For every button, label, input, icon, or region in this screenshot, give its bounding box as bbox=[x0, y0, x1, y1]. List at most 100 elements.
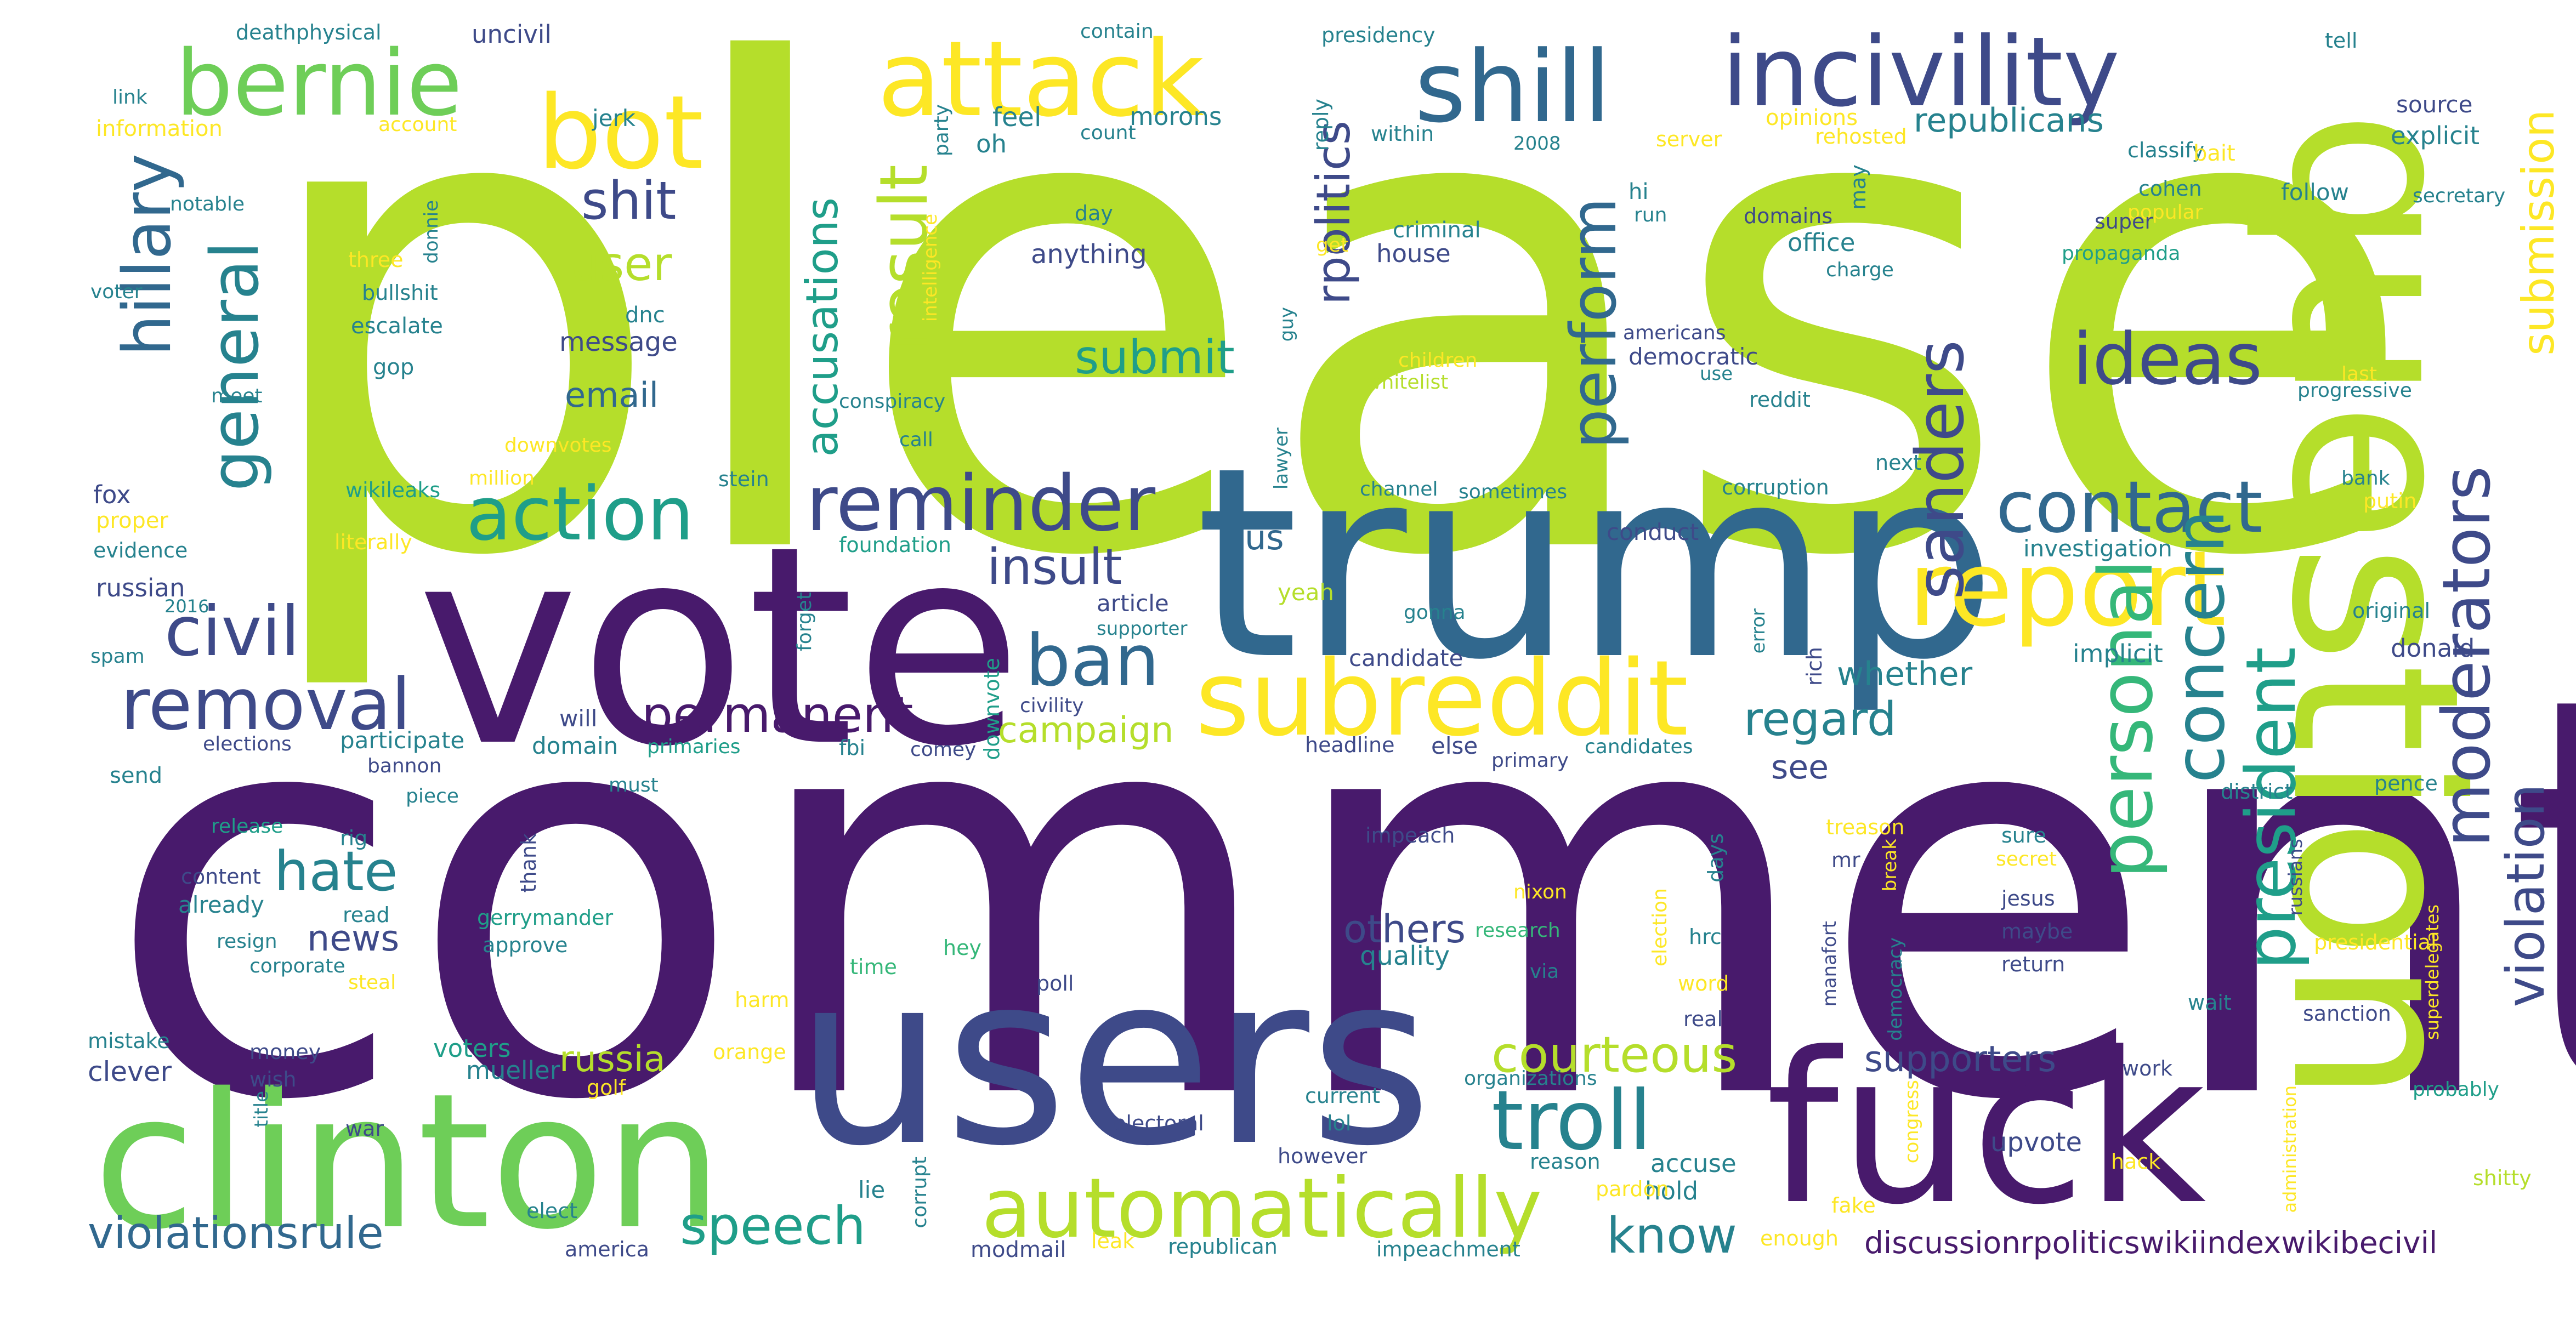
word-permanent: permanent bbox=[642, 686, 913, 744]
word-leak: leak bbox=[1091, 1229, 1135, 1253]
word-uncivil: uncivil bbox=[472, 20, 552, 49]
word-literally: literally bbox=[334, 530, 412, 554]
word-users: users bbox=[795, 924, 1432, 1198]
word-corruption: corruption bbox=[1722, 475, 1829, 499]
word-feel: feel bbox=[992, 102, 1042, 133]
word-concern: concern bbox=[2160, 510, 2240, 783]
word-shit: shit bbox=[581, 171, 677, 231]
word-election: election bbox=[1649, 888, 1671, 967]
word-impeachment: impeachment bbox=[1376, 1237, 1520, 1261]
word-call: call bbox=[899, 429, 933, 451]
word-proper: proper bbox=[96, 508, 168, 533]
word-2008: 2008 bbox=[1513, 133, 1561, 155]
word-forget: forget bbox=[793, 592, 816, 651]
word-fox: fox bbox=[93, 480, 131, 509]
word-courteous: courteous bbox=[1491, 1026, 1738, 1084]
word-intelligence: intelligence bbox=[920, 214, 941, 322]
word-violationsrule: violationsrule bbox=[88, 1208, 384, 1259]
word-deathphysical: deathphysical bbox=[236, 20, 382, 44]
word-upvote: upvote bbox=[1990, 1127, 2083, 1158]
word-civil: civil bbox=[164, 592, 300, 672]
word-follow: follow bbox=[2281, 179, 2349, 206]
word-opinions: opinions bbox=[1766, 105, 1858, 130]
word-impeach: impeach bbox=[1365, 823, 1455, 847]
word-day: day bbox=[1075, 201, 1113, 225]
word-lie: lie bbox=[858, 1176, 886, 1203]
word-shitty: shitty bbox=[2473, 1166, 2532, 1190]
word-rehosted: rehosted bbox=[1815, 124, 1907, 149]
word-corrupt: corrupt bbox=[909, 1157, 931, 1228]
word-sanction: sanction bbox=[2303, 1002, 2391, 1026]
word-release: release bbox=[211, 815, 283, 838]
word-subreddit: subreddit bbox=[1195, 638, 1689, 759]
word-bernie: bernie bbox=[175, 31, 463, 136]
word-investigation: investigation bbox=[2023, 535, 2172, 562]
word-super: super bbox=[2095, 209, 2154, 234]
word-oh: oh bbox=[976, 129, 1007, 158]
word-donnie: donnie bbox=[421, 200, 442, 264]
word-accuse: accuse bbox=[1650, 1149, 1737, 1178]
word-bait: bait bbox=[2193, 141, 2235, 166]
word-last: last bbox=[2341, 363, 2377, 385]
word-secret: secret bbox=[1996, 848, 2057, 870]
word-thank: thank bbox=[517, 833, 541, 893]
word-civility: civility bbox=[1020, 695, 1084, 717]
word-question: question bbox=[2240, 110, 2509, 1105]
word-anything: anything bbox=[1031, 239, 1147, 270]
word-dnc: dnc bbox=[625, 303, 665, 328]
word-hack: hack bbox=[2111, 1150, 2161, 1174]
word-stein: stein bbox=[718, 467, 769, 491]
word-removal: removal bbox=[121, 663, 411, 746]
word-wikileaks: wikileaks bbox=[345, 478, 441, 502]
word-comey: comey bbox=[910, 738, 977, 761]
word-harm: harm bbox=[735, 988, 790, 1012]
word-foundation: foundation bbox=[839, 533, 951, 557]
word-popular: popular bbox=[2127, 201, 2203, 224]
word-campaign: campaign bbox=[998, 710, 1174, 751]
word-sometimes: sometimes bbox=[1459, 481, 1568, 503]
word-rich: rich bbox=[1802, 647, 1826, 686]
word-treason: treason bbox=[1826, 815, 1905, 839]
word-violation: violation bbox=[2496, 784, 2556, 1008]
word-russia: russia bbox=[559, 1039, 666, 1080]
word-primaries: primaries bbox=[647, 736, 741, 758]
word-automatically: automatically bbox=[981, 1161, 1542, 1256]
word-see: see bbox=[1771, 748, 1829, 787]
word-wish: wish bbox=[249, 1067, 297, 1091]
word-title: title bbox=[251, 1091, 273, 1128]
word-yeah: yeah bbox=[1278, 579, 1335, 606]
word-bullshit: bullshit bbox=[362, 281, 438, 305]
word-email: email bbox=[565, 375, 659, 415]
word-news: news bbox=[307, 918, 400, 959]
word-count: count bbox=[1080, 122, 1136, 144]
word-criminal: criminal bbox=[1393, 218, 1481, 243]
word-word: word bbox=[1678, 971, 1729, 995]
word-supporter: supporter bbox=[1097, 618, 1188, 640]
word-lol: lol bbox=[1327, 1111, 1352, 1135]
word-republicans: republicans bbox=[1914, 101, 2104, 140]
word-jerk: jerk bbox=[592, 105, 636, 132]
word-break: break bbox=[1879, 839, 1901, 892]
word-server: server bbox=[1656, 127, 1722, 151]
word-classify: classify bbox=[2127, 138, 2205, 162]
word-house: house bbox=[1376, 239, 1451, 268]
word-secretary: secretary bbox=[2413, 185, 2506, 207]
word-link: link bbox=[112, 86, 147, 109]
word-implicit: implicit bbox=[2073, 639, 2163, 668]
word-else: else bbox=[1431, 732, 1478, 759]
word-send: send bbox=[110, 763, 163, 788]
word-clinton: clinton bbox=[93, 1054, 723, 1271]
word-war: war bbox=[345, 1117, 384, 1141]
word-channel: channel bbox=[1360, 478, 1438, 500]
word-content: content bbox=[181, 864, 261, 889]
word-evidence: evidence bbox=[93, 538, 188, 562]
word-general: general bbox=[197, 241, 274, 492]
word-submission: submission bbox=[2513, 110, 2564, 356]
word-gerrymander: gerrymander bbox=[477, 906, 614, 930]
word-read: read bbox=[343, 903, 390, 927]
word-children: children bbox=[1398, 349, 1478, 372]
word-money: money bbox=[249, 1040, 321, 1064]
word-russians: russians bbox=[2285, 839, 2307, 916]
word-error: error bbox=[1747, 608, 1769, 654]
word-article: article bbox=[1097, 590, 1169, 617]
